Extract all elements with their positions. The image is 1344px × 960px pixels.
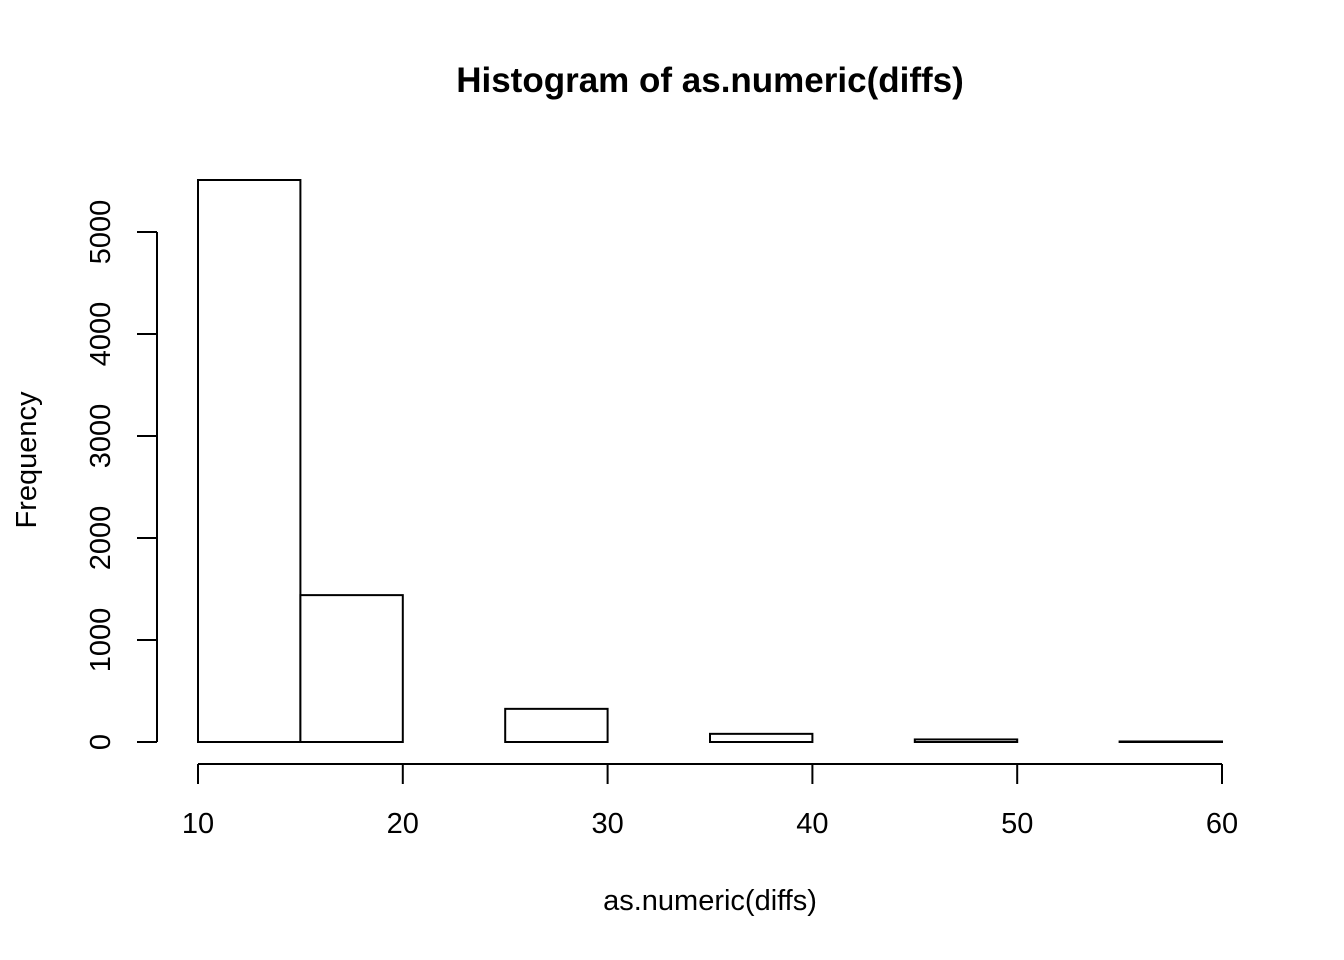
y-axis: 0 1000 2000 3000 4000 5000: [85, 200, 158, 750]
x-tick-label-50: 50: [1001, 808, 1033, 840]
y-tick-label-4000: 4000: [85, 302, 117, 367]
x-tick-label-60: 60: [1206, 808, 1238, 840]
x-tick-label-20: 20: [387, 808, 419, 840]
y-axis-label: Frequency: [11, 391, 43, 529]
x-tick-label-40: 40: [796, 808, 828, 840]
histogram-bar-25-30: [504, 707, 609, 744]
y-tick-label-2000: 2000: [85, 506, 117, 571]
x-axis: 10 20 30 40 50 60: [182, 763, 1238, 840]
y-tick-label-3000: 3000: [85, 404, 117, 469]
histogram-bar-15-20: [299, 594, 404, 744]
y-tick-label-1000: 1000: [85, 608, 117, 673]
y-tick-label-0: 0: [85, 734, 117, 750]
histogram-bar-55-60: [1118, 740, 1223, 743]
x-axis-label: as.numeric(diffs): [603, 885, 817, 917]
histogram-bar-35-40: [709, 732, 814, 743]
bars-group: [197, 179, 1223, 744]
histogram-bar-45-50: [913, 738, 1019, 743]
x-tick-label-30: 30: [591, 808, 623, 840]
histogram-bar-10-15: [197, 179, 302, 743]
chart-title: Histogram of as.numeric(diffs): [456, 61, 964, 100]
x-tick-label-10: 10: [182, 808, 214, 840]
y-tick-label-5000: 5000: [85, 200, 117, 265]
